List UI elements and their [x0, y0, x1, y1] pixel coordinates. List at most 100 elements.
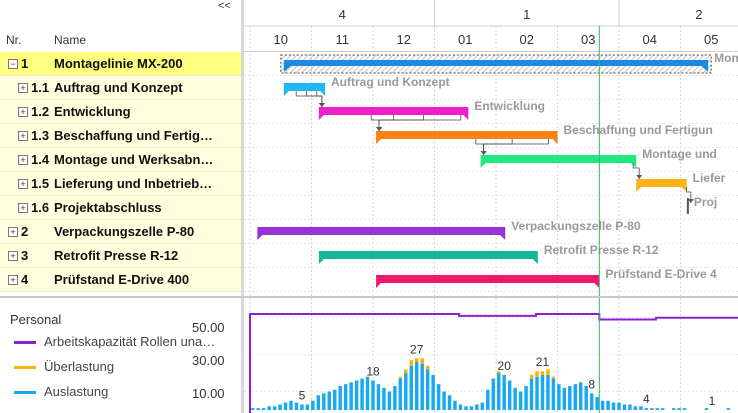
task-bar-end-cap — [594, 283, 600, 288]
dependency-arrow — [687, 199, 694, 203]
task-name: Montage und Werksabn… — [54, 152, 214, 167]
utilization-bar — [584, 386, 588, 410]
overload-bar — [415, 358, 419, 362]
utilization-bar — [475, 404, 479, 410]
utilization-bar — [491, 378, 495, 410]
task-row[interactable]: +1.2 Entwicklung — [0, 100, 241, 124]
task-row[interactable]: +3 Retrofit Presse R-12 — [0, 244, 241, 268]
utilization-swatch-icon — [14, 391, 36, 395]
expand-icon[interactable]: + — [18, 131, 28, 141]
expand-icon[interactable]: + — [18, 107, 28, 117]
collapse-icon[interactable]: − — [8, 59, 18, 69]
summary-end-cap — [701, 66, 709, 72]
utilization-bar — [644, 408, 649, 410]
task-bar-end-cap — [500, 235, 506, 240]
utilization-bar — [387, 391, 392, 410]
dependency-arrow — [376, 127, 383, 131]
utilization-bar — [354, 380, 359, 410]
month-label: 11 — [336, 32, 350, 47]
task-row[interactable]: −1 Montagelinie MX-200 — [0, 52, 241, 76]
utilization-bar — [568, 386, 572, 410]
peak-value-label: 1 — [709, 394, 716, 408]
overload-bar — [404, 369, 408, 374]
capacity-line — [249, 313, 738, 413]
column-header-name[interactable]: Name — [54, 33, 87, 47]
peak-value-label: 8 — [588, 377, 595, 391]
utilization-bar — [442, 391, 446, 410]
utilization-bar — [447, 395, 452, 410]
task-bar-start-cap — [480, 163, 486, 168]
overload-bar — [420, 358, 424, 364]
task-name: Retrofit Presse R-12 — [54, 248, 179, 263]
expand-icon[interactable]: + — [18, 155, 28, 165]
dependency-line — [686, 187, 692, 203]
utilization-bar — [382, 387, 386, 410]
expand-icon[interactable]: + — [8, 227, 18, 237]
peak-value-label: 4 — [643, 392, 650, 406]
overload-bar — [551, 376, 556, 379]
utilization-bar — [562, 387, 567, 410]
peak-value-label: 18 — [366, 364, 380, 378]
task-bar-start-cap — [636, 187, 642, 192]
task-bar-end-cap — [532, 259, 538, 264]
utilization-bar — [327, 391, 331, 410]
summary-bar — [283, 60, 709, 66]
dependency-arrow — [480, 151, 487, 155]
peak-value-label: 20 — [498, 359, 512, 373]
utilization-bar — [316, 395, 321, 410]
task-row[interactable]: +1.4 Montage und Werksabn… — [0, 148, 241, 172]
utilization-bar — [589, 393, 594, 410]
month-label: 10 — [274, 32, 288, 47]
horizontal-splitter[interactable] — [0, 296, 738, 299]
expand-icon[interactable]: + — [8, 251, 18, 261]
bar-label: Retrofit Presse R-12 — [544, 243, 659, 257]
utilization-bar — [540, 374, 545, 410]
task-number: 1.1 — [31, 80, 50, 95]
task-bar-start-cap — [257, 235, 263, 240]
splitter-lower[interactable] — [241, 298, 244, 413]
utilization-bar — [518, 391, 523, 410]
dependency-arrow — [636, 175, 643, 179]
legend-overload-label: Überlastung — [44, 359, 115, 374]
task-row[interactable]: +1.6 Projektabschluss — [0, 196, 241, 220]
month-label: 02 — [520, 32, 534, 47]
table-header: << Nr. Name — [0, 0, 241, 53]
expand-icon[interactable]: + — [18, 179, 28, 189]
task-row[interactable]: +2 Verpackungszelle P-80 — [0, 220, 241, 244]
utilization-bar — [529, 378, 534, 410]
utilization-bar — [365, 376, 370, 410]
dependency-line — [632, 163, 640, 179]
utilization-bar — [639, 406, 643, 410]
dependency-arrow — [318, 103, 325, 107]
peak-value-label: 5 — [299, 388, 306, 402]
task-bar — [636, 179, 687, 187]
utilization-bar — [393, 386, 397, 410]
task-row[interactable]: +4 Prüfstand E-Drive 400 — [0, 268, 241, 292]
peak-value-label: 21 — [536, 355, 550, 369]
utilization-bar — [278, 404, 282, 410]
column-header-nr[interactable]: Nr. — [6, 33, 22, 47]
resource-title: Personal — [10, 312, 62, 327]
expand-icon[interactable]: + — [8, 275, 18, 285]
expand-icon[interactable]: + — [18, 203, 28, 213]
collapse-table-button[interactable]: << — [218, 0, 231, 12]
task-row[interactable]: +1.1 Auftrag und Konzept — [0, 76, 241, 100]
utilization-bar — [436, 384, 441, 410]
utilization-bar — [398, 378, 403, 410]
utilization-bar — [360, 378, 364, 410]
task-bar — [480, 155, 637, 163]
expand-icon[interactable]: + — [18, 83, 28, 93]
task-row[interactable]: +1.5 Lieferung und Inbetrieb… — [0, 172, 241, 196]
utilization-bar — [573, 384, 577, 410]
task-bar-start-cap — [376, 283, 382, 288]
overload-bar — [409, 360, 413, 366]
utilization-bar — [507, 380, 512, 410]
utilization-bar — [267, 406, 271, 410]
quarter-label: 1 — [523, 7, 530, 22]
task-row[interactable]: +1.3 Beschaffung und Fertig… — [0, 124, 241, 148]
utilization-bar — [633, 406, 638, 410]
bar-label: Beschaffung und Fertigun — [564, 123, 713, 137]
splitter[interactable] — [241, 0, 244, 298]
task-bar-start-cap — [283, 91, 289, 96]
month-label: 01 — [458, 32, 472, 47]
